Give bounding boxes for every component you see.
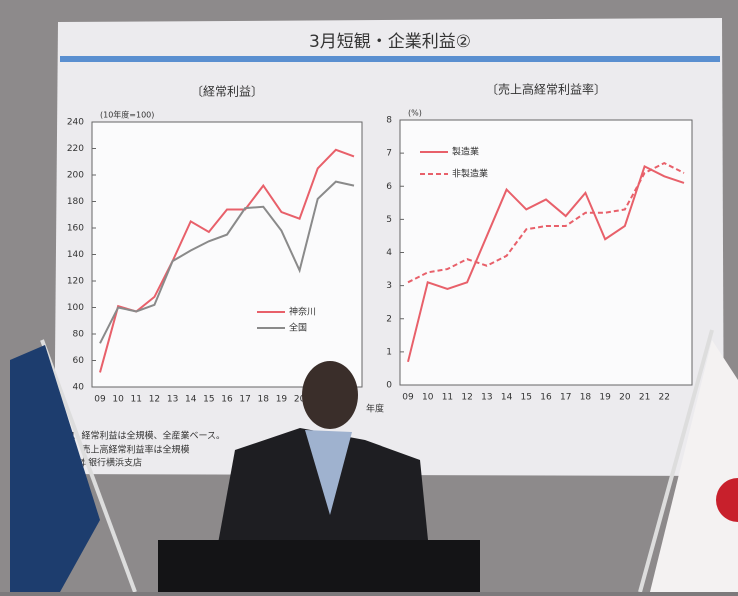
y-tick-label: 140	[67, 250, 84, 260]
x-tick-label: 13	[481, 393, 492, 403]
y-tick-label: 5	[386, 215, 392, 225]
x-tick-label: 19	[276, 395, 288, 405]
x-tick-label: 17	[239, 395, 250, 405]
x-tick-label: 15	[203, 395, 214, 405]
y-axis-label: (10年度=100)	[100, 110, 154, 120]
legend-label: 非製造業	[452, 168, 488, 180]
y-tick-label: 180	[67, 197, 84, 207]
y-tick-label: 2	[386, 314, 392, 324]
note: 1. 経常利益は全規模、全産業ベース。	[70, 430, 225, 442]
x-tick-label: 09	[402, 393, 414, 403]
chart-title: 〔売上高経常利益率〕	[486, 82, 606, 97]
x-tick-label: 10	[422, 393, 434, 403]
x-tick-label: 21	[639, 393, 650, 403]
x-tick-label: 09	[94, 395, 106, 405]
scene: 3月短観・企業利益② 〔経常利益〕(10年度=100)年度40608010012…	[0, 0, 738, 592]
y-tick-label: 60	[73, 356, 85, 366]
y-tick-label: 120	[67, 277, 84, 287]
note: 2. 売上高経常利益率は全規模	[70, 444, 189, 456]
x-tick-label: 15	[521, 393, 532, 403]
x-tick-label: 20	[619, 393, 631, 403]
y-tick-label: 160	[67, 224, 84, 234]
legend-label: 神奈川	[289, 306, 316, 318]
legend-label: 全国	[289, 322, 307, 334]
x-tick-label: 13	[167, 395, 178, 405]
y-axis-label: (%)	[408, 109, 422, 118]
chart-title: 〔経常利益〕	[191, 85, 263, 99]
x-tick-label: 11	[442, 393, 453, 403]
x-tick-label: 14	[501, 393, 513, 403]
x-tick-label: 10	[112, 395, 124, 405]
x-tick-label: 19	[599, 393, 611, 403]
x-tick-label: 16	[221, 395, 233, 405]
slide-title: 3月短観・企業利益②	[309, 32, 471, 52]
y-tick-label: 240	[67, 118, 84, 128]
x-tick-label: 18	[580, 393, 592, 403]
y-tick-label: 40	[73, 383, 85, 393]
x-tick-label: 18	[258, 395, 270, 405]
legend-label: 製造業	[452, 146, 479, 158]
y-tick-label: 80	[73, 330, 85, 340]
x-axis-label: 年度	[366, 403, 384, 415]
x-tick-label: 17	[560, 393, 571, 403]
x-tick-label: 14	[185, 395, 197, 405]
y-tick-label: 200	[67, 171, 84, 181]
y-tick-label: 8	[386, 116, 392, 126]
y-tick-label: 1	[386, 347, 392, 357]
y-tick-label: 6	[386, 182, 392, 192]
x-tick-label: 12	[149, 395, 160, 405]
plot-frame	[92, 122, 362, 387]
podium	[158, 540, 480, 592]
plot-frame	[400, 120, 692, 385]
x-tick-label: 22	[659, 393, 670, 403]
y-tick-label: 0	[386, 381, 392, 391]
y-tick-label: 3	[386, 281, 392, 291]
x-tick-label: 12	[461, 393, 472, 403]
page: {"slide_title": "3月短観・企業利益②", "notes": […	[0, 0, 738, 592]
y-tick-label: 7	[386, 149, 392, 159]
y-tick-label: 100	[67, 303, 84, 313]
x-tick-label: 11	[131, 395, 142, 405]
y-tick-label: 4	[386, 248, 392, 258]
title-bar	[60, 56, 720, 62]
x-tick-label: 16	[540, 393, 552, 403]
y-tick-label: 220	[67, 144, 84, 154]
head	[302, 361, 358, 429]
